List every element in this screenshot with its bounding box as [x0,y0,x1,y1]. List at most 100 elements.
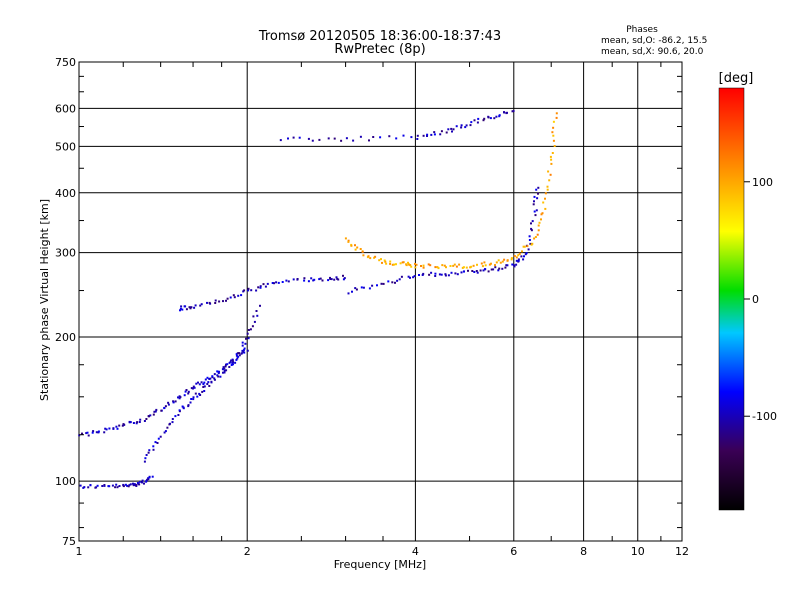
data-point [135,422,138,425]
data-point [81,432,83,435]
data-point [181,405,184,408]
data-point [412,276,415,279]
data-point [240,352,243,355]
data-point [476,271,479,274]
data-point [533,200,535,203]
data-point [407,261,409,264]
data-point [368,139,370,142]
data-point [146,478,149,481]
data-point [452,264,455,267]
data-point [206,376,209,379]
data-point [445,131,448,134]
data-point [101,485,104,487]
data-point [185,389,188,391]
data-point [372,136,375,138]
data-point [156,442,159,444]
data-point [145,454,148,456]
data-point [487,270,490,273]
data-point [447,274,450,277]
data-point [450,271,453,274]
data-point [405,263,408,266]
data-point [451,130,453,133]
data-point [214,299,217,302]
data-point [438,273,441,276]
data-point [515,256,518,259]
data-point [350,244,353,247]
data-point [143,482,145,485]
data-point [387,280,390,283]
data-point [378,259,381,262]
data-point [195,382,198,385]
data-point [225,363,227,366]
data-point [455,125,458,128]
data-point [537,224,540,227]
data-point [354,244,356,247]
data-point [217,375,220,378]
data-point [552,126,555,129]
data-point [384,260,387,263]
data-point [164,405,167,408]
data-point [206,383,209,385]
data-point [549,173,552,176]
data-point [187,390,190,393]
data-point [180,305,183,308]
data-point [217,372,220,375]
data-point [492,268,495,271]
data-point [185,308,188,311]
data-point [85,432,88,435]
data-point [484,268,487,271]
data-point [226,297,229,300]
data-point [495,261,498,264]
data-point [535,209,538,212]
data-point [112,427,115,430]
chart-subtitle: RwPretec (8p) [334,42,425,57]
data-point [298,136,301,139]
data-point [104,427,107,430]
data-point [433,131,436,134]
data-point [116,427,119,430]
x-tick-label: 4 [412,545,419,558]
data-point [145,418,148,420]
data-point [544,207,547,210]
y-tick-label: 500 [55,140,76,153]
data-point [89,484,92,487]
data-point [347,239,350,242]
data-point [97,430,100,433]
y-tick-label: 75 [62,535,76,548]
data-point [247,289,250,292]
data-point [167,403,170,406]
data-point [421,274,424,276]
data-point [223,371,226,374]
data-point [95,486,98,489]
data-point [232,361,234,364]
data-point [235,358,238,361]
data-point [222,366,225,369]
data-point [513,264,515,267]
data-point [460,271,463,274]
data-point [534,214,537,217]
data-point [546,185,549,188]
data-point [434,272,437,275]
trace-series [79,475,154,489]
data-point [95,431,98,434]
data-point [225,299,227,302]
data-point [410,136,413,139]
data-point [529,242,532,245]
data-point [401,261,404,264]
data-point [476,263,478,266]
data-point [133,483,136,486]
data-point [469,124,472,127]
data-point [129,483,132,486]
data-point [208,385,211,387]
data-point [211,375,214,378]
data-point [187,392,190,395]
data-point [240,294,243,297]
data-point [229,296,232,299]
data-point [148,449,151,452]
data-point [490,262,492,265]
data-point [327,137,330,140]
data-point [319,277,322,280]
data-point [207,381,210,384]
data-point [522,258,525,261]
data-point [132,484,135,487]
